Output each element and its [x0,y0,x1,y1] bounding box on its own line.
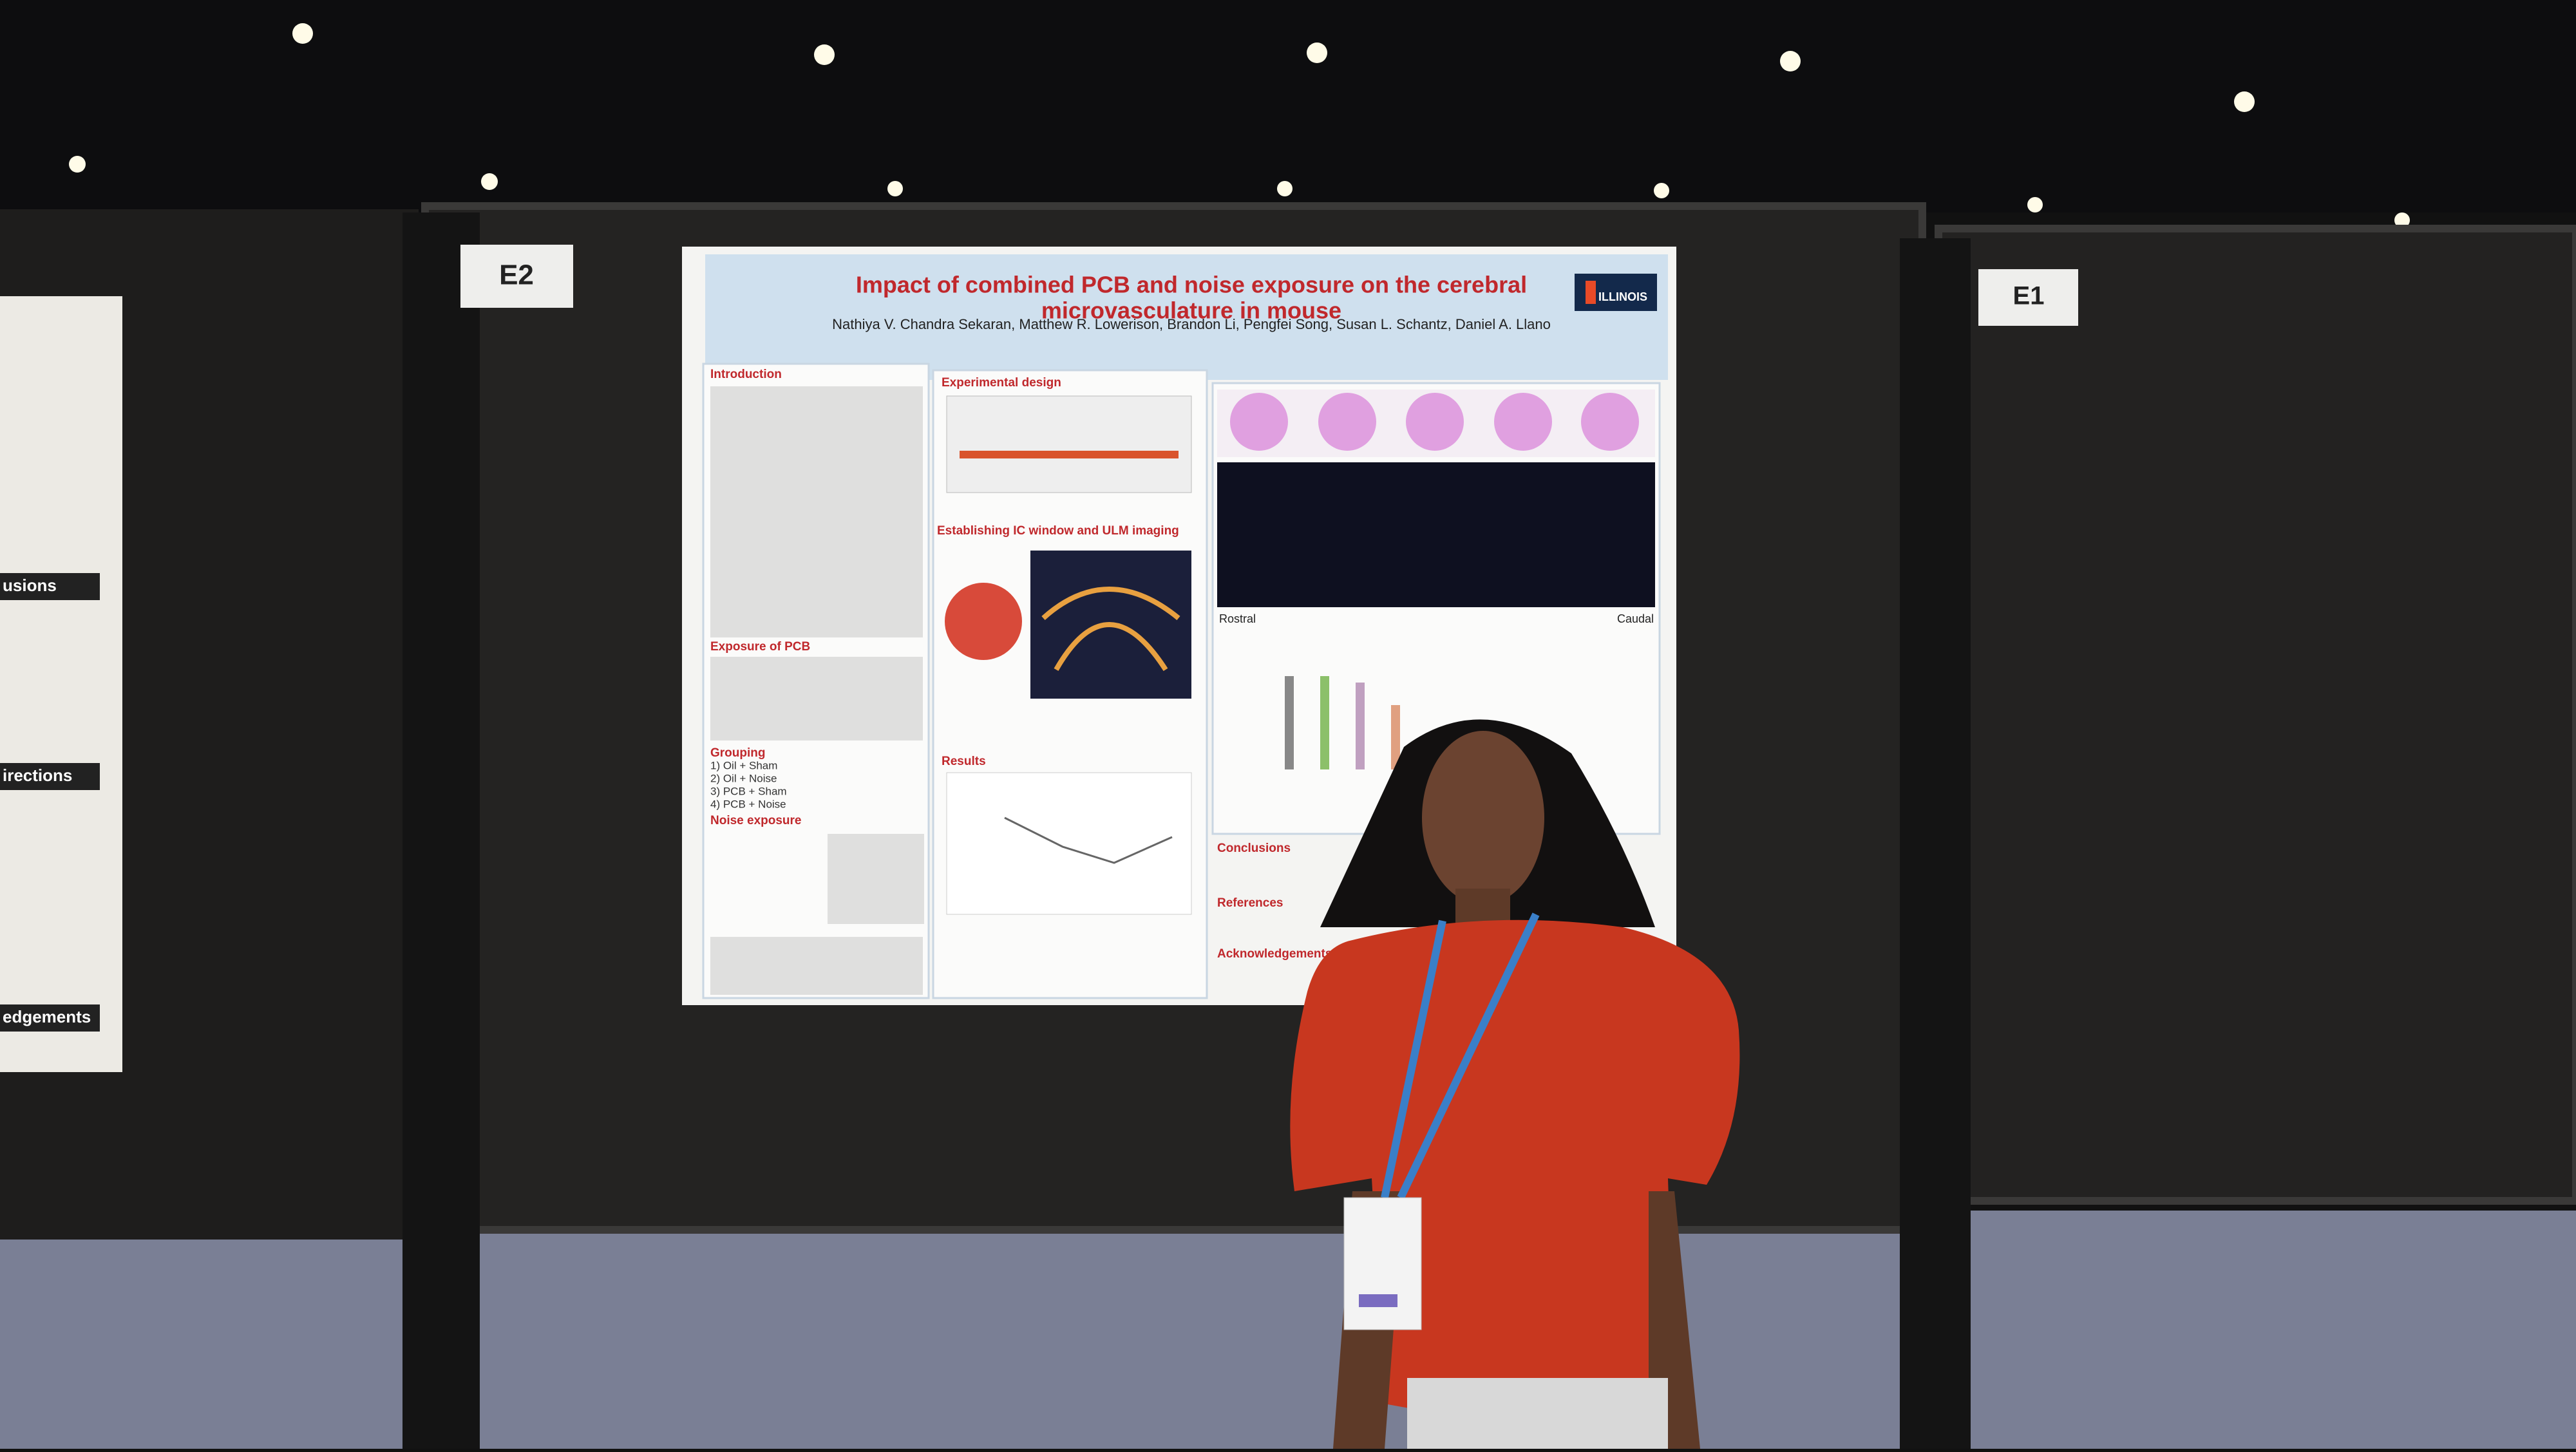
section-heading: Introduction [710,368,782,381]
section-heading: Acknowledgements [1217,947,1332,961]
brain-photo [945,583,1022,660]
ulm-grid [1217,462,1655,607]
section-heading: Noise exposure [710,814,802,827]
side-heading: edgements [3,1007,91,1026]
booth-tag [460,245,573,308]
section-heading: Conclusions [1217,842,1291,855]
bar-figure [1285,676,1400,769]
booth-label: E2 [499,259,534,291]
side-heading-bar [0,1004,100,1032]
booth-label: E1 [2013,282,2045,310]
results-line [1004,816,1173,864]
group-list: 1) Oil + Sham 2) Oil + Noise 3) PCB + Sh… [710,759,787,810]
group-item: 2) Oil + Noise [710,772,777,784]
section-heading: Grouping [710,746,765,760]
poster-header [705,254,1668,380]
ceiling-lights [69,23,2410,228]
post [402,212,480,1449]
section-heading: References [1217,896,1283,910]
poster-title: Impact of combined PCB and noise exposur… [856,272,1527,298]
side-heading: irections [3,766,72,785]
floor [0,1211,2576,1449]
axis-label: Caudal [1617,612,1654,625]
logo-text: ILLINOIS [1598,290,1647,303]
ceiling [0,0,2576,212]
axis-label: Rostral [1219,612,1256,625]
poster-authors: Nathiya V. Chandra Sekaran, Matthew R. L… [832,316,1551,332]
group-item: 1) Oil + Sham [710,759,777,771]
section-headings: Introduction Exposure of PCB Grouping No… [710,368,1332,961]
logo-mark [1586,281,1596,304]
side-heading-bar [0,573,100,600]
booth-tag [1978,269,2078,326]
poster-title: microvasculature in mouse [1041,297,1341,324]
atlas-row [1217,390,1655,457]
results-plot [946,772,1192,915]
section-heading: Results [942,755,986,768]
section-heading: Establishing IC window and ULM imaging [937,524,1179,538]
section-heading: Experimental design [942,376,1061,390]
group-item: 3) PCB + Sham [710,785,787,797]
timeline-bar [960,451,1179,458]
timeline-figure [946,395,1192,493]
post [1900,238,1971,1449]
column [702,363,930,999]
person [1290,719,1740,1449]
text-lines [710,386,924,995]
side-heading: usions [3,576,57,595]
side-poster [0,296,122,1072]
section-heading: Exposure of PCB [710,640,810,654]
group-item: 4) PCB + Noise [710,798,786,810]
board-right [1935,225,2576,1205]
side-heading-bar [0,763,100,790]
vessels [1041,587,1180,672]
